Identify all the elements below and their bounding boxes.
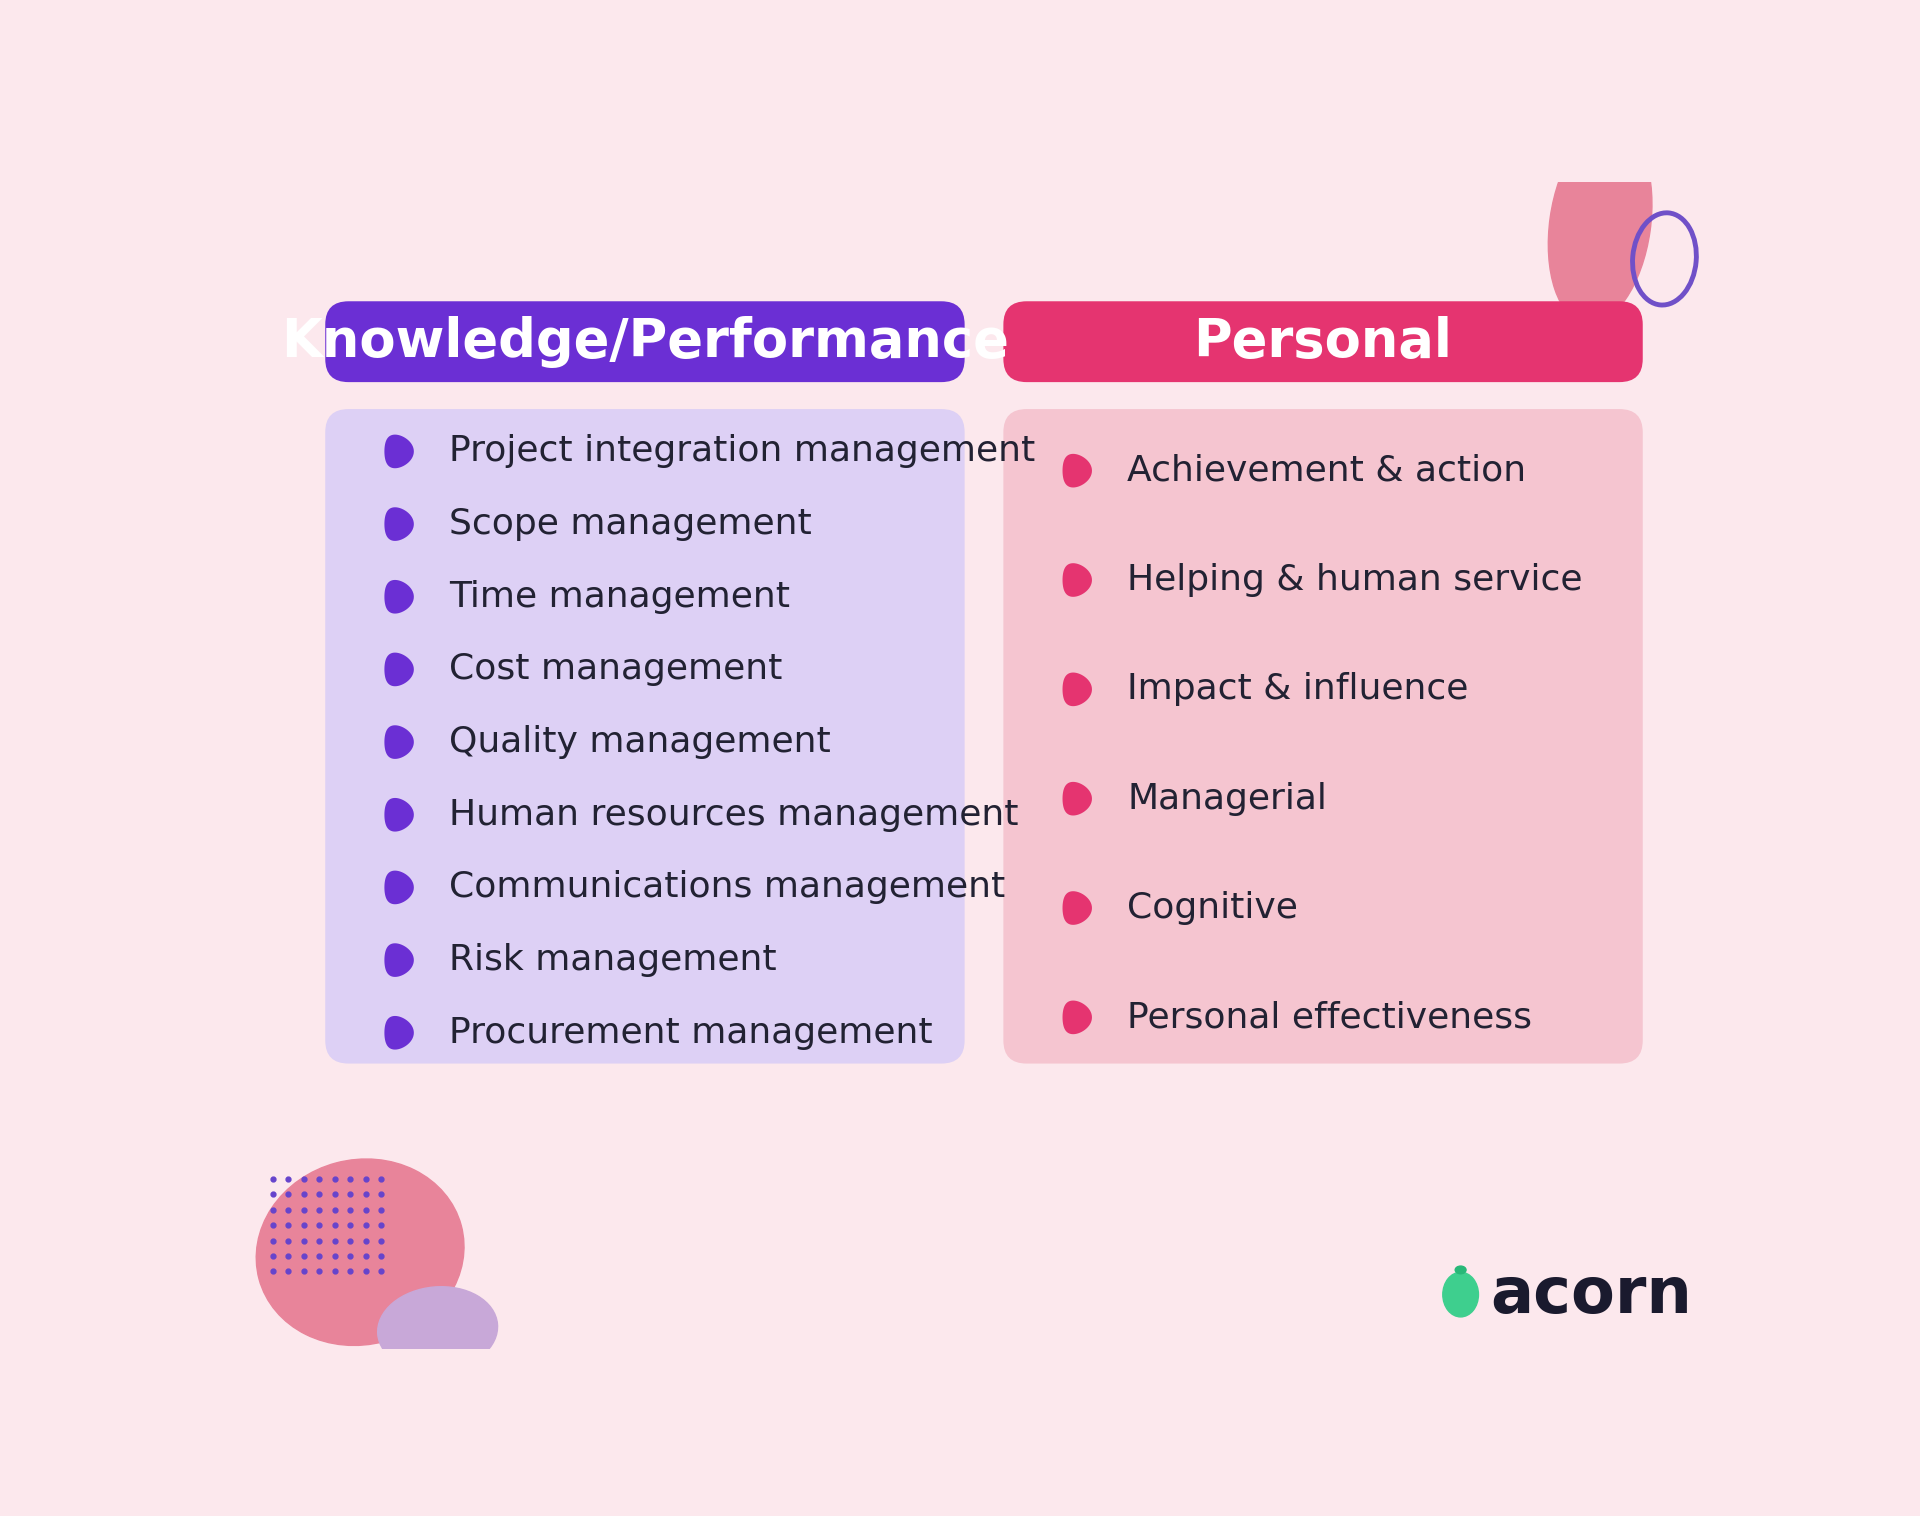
Text: Scope management: Scope management (449, 506, 812, 541)
PathPatch shape (1062, 1001, 1092, 1034)
Ellipse shape (1548, 124, 1651, 323)
Text: Human resources management: Human resources management (449, 797, 1020, 832)
PathPatch shape (384, 870, 415, 904)
Text: Cost management: Cost management (449, 652, 783, 687)
PathPatch shape (384, 797, 415, 832)
PathPatch shape (384, 581, 415, 614)
Text: Procurement management: Procurement management (449, 1016, 933, 1049)
Text: Knowledge/Performance: Knowledge/Performance (280, 315, 1008, 368)
Text: Impact & influence: Impact & influence (1127, 673, 1469, 706)
Text: Personal: Personal (1194, 315, 1453, 368)
Text: Communications management: Communications management (449, 870, 1006, 905)
FancyBboxPatch shape (1004, 409, 1644, 1064)
Ellipse shape (378, 1287, 497, 1372)
Text: Cognitive: Cognitive (1127, 891, 1298, 925)
PathPatch shape (384, 435, 415, 468)
Text: Personal effectiveness: Personal effectiveness (1127, 1001, 1532, 1034)
PathPatch shape (1062, 453, 1092, 488)
FancyBboxPatch shape (324, 302, 964, 382)
FancyBboxPatch shape (1004, 302, 1644, 382)
Text: Time management: Time management (449, 579, 791, 614)
PathPatch shape (384, 943, 415, 976)
PathPatch shape (384, 725, 415, 760)
PathPatch shape (384, 1016, 415, 1049)
Text: Achievement & action: Achievement & action (1127, 453, 1526, 488)
PathPatch shape (1062, 782, 1092, 816)
Text: Managerial: Managerial (1127, 782, 1327, 816)
Ellipse shape (1442, 1272, 1478, 1317)
PathPatch shape (1062, 562, 1092, 597)
Text: Quality management: Quality management (449, 725, 831, 760)
PathPatch shape (384, 652, 415, 687)
FancyBboxPatch shape (324, 409, 964, 1064)
Text: Risk management: Risk management (449, 943, 778, 978)
Ellipse shape (255, 1160, 465, 1345)
Text: acorn: acorn (1490, 1263, 1692, 1325)
PathPatch shape (1062, 891, 1092, 925)
Text: Helping & human service: Helping & human service (1127, 562, 1582, 597)
PathPatch shape (1062, 673, 1092, 706)
PathPatch shape (384, 508, 415, 541)
Ellipse shape (1455, 1266, 1467, 1273)
Text: Project integration management: Project integration management (449, 435, 1035, 468)
